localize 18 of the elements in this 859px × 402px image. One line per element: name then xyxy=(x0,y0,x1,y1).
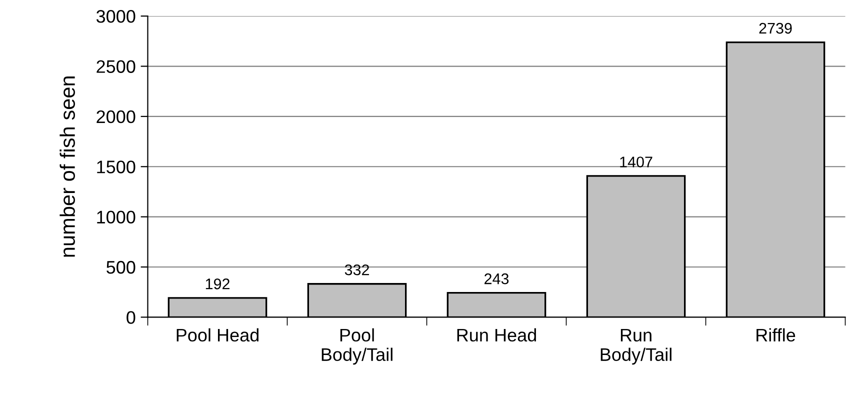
x-tick-label: Pool Body/Tail xyxy=(322,328,392,365)
x-tick-label: Run Body/Tail xyxy=(600,328,672,365)
x-tick-label: Run Head xyxy=(457,328,536,342)
y-tick-label: 1500 xyxy=(97,160,136,174)
y-tick-label: 2000 xyxy=(96,110,136,124)
x-tick-label: Pool Head xyxy=(176,328,258,342)
y-tick-label: 500 xyxy=(106,260,136,274)
y-tick-label: 1000 xyxy=(97,210,136,224)
y-tick-label: 3000 xyxy=(96,10,136,23)
data-label: 1407 xyxy=(620,156,652,168)
data-label: 2739 xyxy=(759,22,792,34)
x-tick-label: Riffle xyxy=(756,328,796,342)
y-tick-label: 2500 xyxy=(96,60,136,73)
y-axis-title: number of fish seen xyxy=(60,76,75,257)
data-label: 243 xyxy=(484,273,509,284)
data-label: 332 xyxy=(344,264,369,276)
data-label: 192 xyxy=(206,278,230,290)
y-tick-label: 0 xyxy=(126,311,136,324)
